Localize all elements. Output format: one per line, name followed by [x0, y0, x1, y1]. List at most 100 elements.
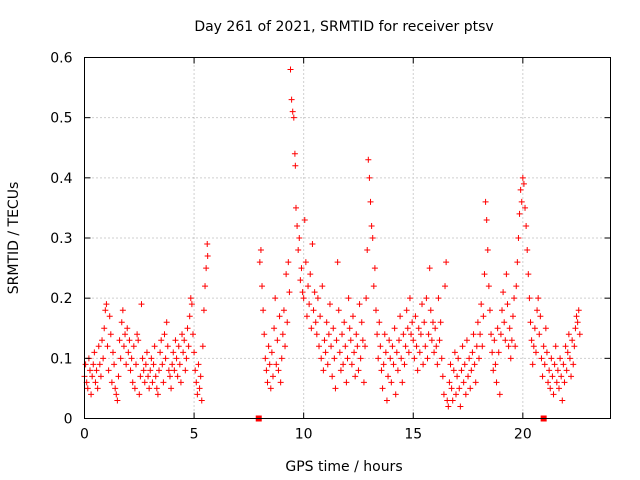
data-point	[150, 361, 157, 368]
data-point	[330, 325, 337, 332]
data-point	[99, 337, 106, 344]
data-point	[496, 391, 503, 398]
data-point	[257, 247, 264, 254]
data-point	[176, 361, 183, 368]
data-point	[266, 361, 273, 368]
data-point	[370, 283, 377, 290]
data-point	[124, 325, 131, 332]
data-point	[102, 307, 109, 314]
data-point	[396, 337, 403, 344]
data-point	[285, 259, 292, 266]
data-point	[321, 337, 328, 344]
data-point	[367, 198, 374, 205]
data-point	[560, 361, 567, 368]
data-point	[462, 391, 469, 398]
data-point	[291, 150, 298, 157]
data-point	[127, 367, 134, 374]
data-point	[166, 373, 173, 380]
data-point	[526, 295, 533, 302]
data-point	[160, 379, 167, 386]
data-point	[316, 343, 323, 350]
data-point	[129, 379, 136, 386]
data-point	[503, 271, 510, 278]
data-point	[274, 337, 281, 344]
data-point	[553, 379, 560, 386]
data-point	[522, 204, 529, 211]
data-point	[493, 379, 500, 386]
data-point	[141, 379, 148, 386]
x-tick-label: 0	[80, 427, 89, 443]
data-point	[265, 343, 272, 350]
data-point	[538, 355, 545, 362]
data-point	[272, 295, 279, 302]
data-point	[365, 156, 372, 163]
data-point	[530, 343, 537, 350]
data-point	[437, 319, 444, 326]
data-point	[460, 379, 467, 386]
data-point	[523, 222, 530, 229]
data-point	[117, 355, 124, 362]
data-point	[196, 385, 203, 392]
data-point	[273, 361, 280, 368]
data-point	[173, 355, 180, 362]
data-point	[168, 385, 175, 392]
data-point	[512, 343, 519, 350]
data-point	[334, 259, 341, 266]
data-point	[154, 391, 161, 398]
data-point	[495, 349, 502, 356]
data-point	[299, 289, 306, 296]
data-point	[415, 325, 422, 332]
data-point	[101, 325, 108, 332]
data-point	[328, 343, 335, 350]
data-point	[451, 349, 458, 356]
data-point	[131, 385, 138, 392]
data-point	[189, 331, 196, 338]
data-point	[400, 331, 407, 338]
chart-title: Day 261 of 2021, SRMTID for receiver pts…	[194, 19, 493, 35]
data-point	[459, 343, 466, 350]
data-point	[188, 301, 195, 308]
data-point	[409, 319, 416, 326]
data-point	[263, 367, 270, 374]
data-point	[296, 235, 303, 241]
x-axis-label: GPS time / hours	[285, 459, 402, 475]
data-point	[497, 331, 504, 338]
data-point	[93, 367, 100, 374]
data-point	[504, 301, 511, 308]
data-point	[524, 247, 531, 254]
data-point	[256, 259, 263, 266]
data-point	[573, 313, 580, 320]
data-point	[398, 355, 405, 362]
data-point	[414, 367, 421, 374]
data-point	[438, 355, 445, 362]
data-point	[107, 331, 114, 338]
y-tick-label: 0.3	[50, 231, 72, 247]
data-point	[445, 403, 452, 410]
data-point	[161, 331, 168, 338]
data-point	[119, 307, 126, 314]
y-tick-label: 0.2	[50, 291, 72, 307]
data-point	[515, 235, 522, 241]
data-point	[368, 222, 375, 229]
data-point	[169, 361, 176, 368]
data-point	[275, 367, 282, 374]
data-point	[562, 343, 569, 350]
data-point	[572, 325, 579, 332]
data-point	[185, 343, 192, 350]
data-point	[332, 385, 339, 392]
y-tick-label: 0.1	[50, 351, 72, 367]
data-point	[412, 313, 419, 320]
data-point	[390, 361, 397, 368]
data-point	[91, 349, 98, 356]
data-point	[434, 361, 441, 368]
data-point	[92, 379, 99, 386]
data-point	[410, 337, 417, 344]
grid	[84, 57, 611, 419]
data-point	[383, 397, 390, 404]
data-point	[347, 337, 354, 344]
data-point	[425, 331, 432, 338]
data-point	[481, 271, 488, 278]
data-point	[428, 337, 435, 344]
data-point	[458, 367, 465, 374]
data-point	[313, 331, 320, 338]
